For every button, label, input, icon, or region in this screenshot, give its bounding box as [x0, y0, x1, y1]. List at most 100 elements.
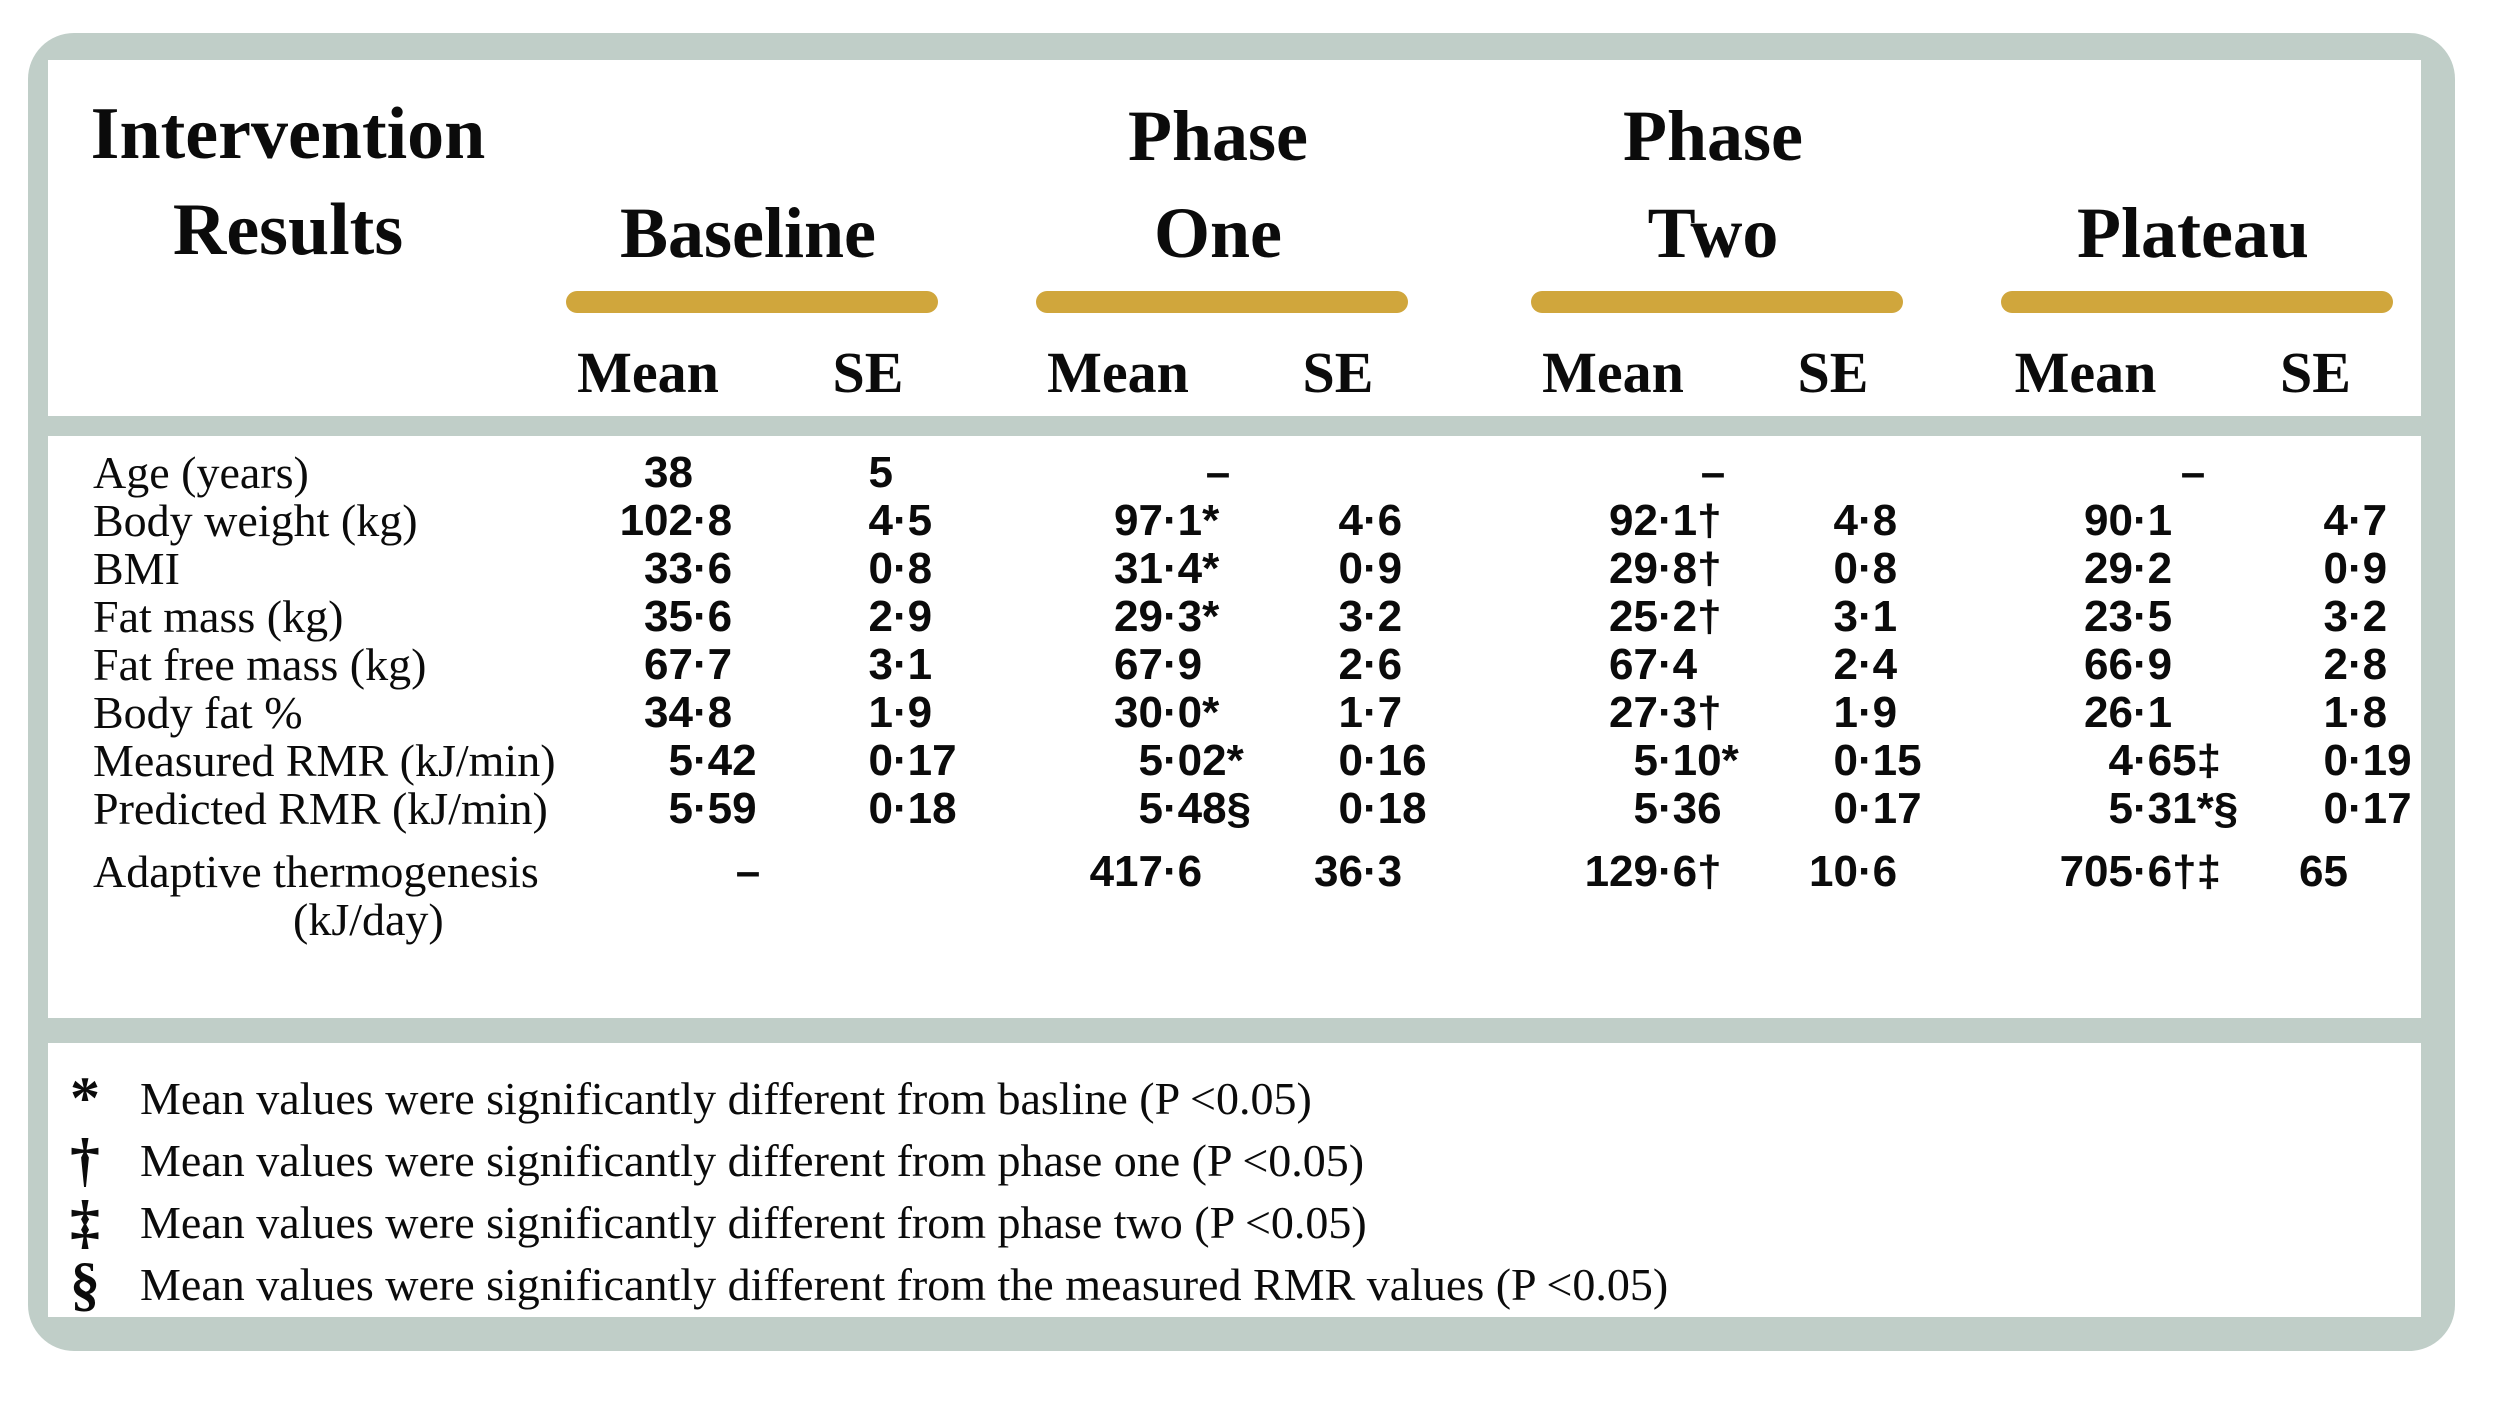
missing-value-dash: –: [1700, 448, 1726, 497]
mean-value: 5·59: [668, 784, 757, 833]
se-value: 0·8: [1833, 544, 1898, 593]
mean-value: 5·10*: [1633, 736, 1739, 785]
table-row: Predicted RMR (kJ/min) 5·59 0·18 5·48§ 0·18 5…: [48, 783, 2421, 834]
group-header-line: Phase: [1623, 96, 1803, 177]
gold-underline-phase-two: [1531, 291, 1903, 313]
table-row: Body weight (kg) 102·8 4·5 97·1* 4·6 92·1† 4·8…: [48, 496, 2421, 545]
se-value: 10·6: [1809, 847, 1898, 896]
se-value: 3·2: [2323, 592, 2388, 641]
footnote-text: Mean values were significantly different…: [140, 1134, 1365, 1186]
mean-value: 23·5: [2084, 592, 2173, 641]
double-dagger-symbol: ‡: [70, 1188, 100, 1255]
table-row: Age (years) 38 5 – – –: [48, 447, 2421, 498]
gold-underline-plateau: [2001, 291, 2393, 313]
mean-value: 66·9: [2084, 640, 2173, 689]
group-header-baseline: Baseline: [528, 60, 968, 285]
row-label: Predicted RMR (kJ/min): [93, 783, 548, 834]
mean-value: 26·1: [2084, 688, 2173, 737]
se-value: 4·7: [2323, 496, 2388, 545]
mean-value: 29·3*: [1114, 592, 1220, 641]
table-title-line1: Intervention: [90, 93, 486, 175]
mean-value: 67·7: [644, 640, 733, 689]
group-header-line: Phase: [1128, 96, 1308, 177]
group-header-line: Baseline: [619, 192, 876, 273]
se-value: 1·9: [1833, 688, 1898, 737]
row-label: Fat mass (kg): [93, 591, 344, 642]
row-label: BMI: [93, 543, 180, 594]
gold-underline-phase-one: [1036, 291, 1408, 313]
se-value: 36·3: [1314, 847, 1403, 896]
gold-underline-baseline: [566, 291, 938, 313]
group-header-line: Plateau: [2077, 192, 2309, 273]
header-grid: Intervention Results Baseline Phase One …: [48, 60, 2421, 416]
missing-value-dash: –: [1205, 448, 1231, 497]
se-value: 4·8: [1833, 496, 1898, 545]
footnote-dagger: † Mean values were significantly differe…: [48, 1127, 2421, 1193]
subheader-mean-phase-two: Mean: [1542, 340, 1684, 405]
header-panel: Intervention Results Baseline Phase One …: [48, 60, 2421, 416]
se-value: 0·9: [2323, 544, 2388, 593]
se-value: 3·1: [868, 640, 933, 689]
table-row: Fat free mass (kg) 67·7 3·1 67·9 2·6 67·4 2·4 6…: [48, 639, 2421, 690]
subheader-se-baseline: SE: [832, 340, 904, 405]
se-value: 0·18: [1338, 784, 1427, 833]
mean-value: 27·3†: [1609, 688, 1722, 737]
table-row: BMI 33·6 0·8 31·4* 0·9 29·8† 0·8 29·2 0·9: [48, 543, 2421, 594]
mean-value: 33·6: [644, 544, 733, 593]
row-label: Age (years): [93, 447, 309, 498]
se-value: 1·9: [868, 688, 933, 737]
mean-value: 67·9: [1114, 640, 1203, 689]
se-value: 2·4: [1833, 640, 1898, 689]
table-row: Fat mass (kg) 35·6 2·9 29·3* 3·2 25·2† 3·1 23·5…: [48, 591, 2421, 642]
se-value: 2·8: [2323, 640, 2388, 689]
group-header-line: One: [1153, 192, 1282, 273]
subheader-se-plateau: SE: [2280, 340, 2351, 405]
se-value: 4·6: [1338, 496, 1403, 545]
se-value: 2·9: [868, 592, 933, 641]
se-value: 0·17: [1833, 784, 1922, 833]
mean-value: 129·6†: [1584, 847, 1722, 896]
mean-value: 102·8: [619, 496, 733, 545]
se-value: 0·8: [868, 544, 933, 593]
footnote-double-dagger: ‡ Mean values were significantly differe…: [48, 1189, 2421, 1255]
se-value: 2·6: [1338, 640, 1403, 689]
mean-value: 90·1: [2084, 496, 2173, 545]
table-body: Age (years) 38 5 – – – Body weight (kg) 102·8 4 ·…: [48, 436, 2421, 1018]
table-row: Adaptive thermogenesis (kJ/day) – 417·6 36·3…: [48, 848, 2421, 960]
mean-value: 5·02*: [1138, 736, 1244, 785]
mean-value: 705·6†‡: [2059, 847, 2222, 896]
subheader-mean-baseline: Mean: [577, 340, 719, 405]
se-value: 0·17: [2323, 784, 2412, 833]
se-value: 0·9: [1338, 544, 1403, 593]
mean-value: 97·1*: [1114, 496, 1220, 545]
missing-value-dash: –: [735, 847, 761, 896]
footnote-asterisk: * Mean values were significantly differe…: [48, 1065, 2421, 1131]
row-label: Measured RMR (kJ/min): [93, 735, 556, 786]
table-row: Measured RMR (kJ/min) 5·42 0·17 5·02* 0·16 5 ·…: [48, 735, 2421, 786]
se-value: 0·15: [1833, 736, 1922, 785]
table-row: Body fat % 34·8 1·9 30·0* 1·7 27·3† 1·9 26·1 1·8: [48, 688, 2421, 737]
footnote-text: Mean values were significantly different…: [140, 1196, 1367, 1248]
subheader-mean-plateau: Mean: [2014, 340, 2157, 405]
se-value: 65: [2299, 847, 2348, 896]
table-card-frame: Intervention Results Baseline Phase One …: [28, 33, 2455, 1351]
mean-value: 92·1†: [1609, 496, 1722, 545]
mean-value: 417·6: [1089, 847, 1203, 896]
table-title-line2: Results: [172, 189, 404, 272]
footnote-text: Mean values were significantly different…: [140, 1258, 1669, 1310]
mean-value: 29·2: [2084, 544, 2173, 593]
group-header-line: Two: [1647, 192, 1779, 273]
dagger-symbol: †: [70, 1126, 100, 1193]
subheader-se-phase-one: SE: [1302, 340, 1374, 405]
row-label: Fat free mass (kg): [93, 639, 427, 690]
se-value: 1·8: [2323, 688, 2388, 737]
footnote-text: Mean values were significantly different…: [140, 1072, 1312, 1124]
subheader-mean-phase-one: Mean: [1047, 340, 1189, 405]
mean-value: 25·2†: [1609, 592, 1722, 641]
mean-value: 31·4*: [1114, 544, 1220, 593]
mean-value: 67·4: [1609, 640, 1698, 689]
mean-value: 5·42: [668, 736, 757, 785]
mean-value: 29·8†: [1609, 544, 1722, 593]
mean-value: 5·48§: [1138, 784, 1252, 833]
row-label: Adaptive thermogenesis (kJ/day): [93, 846, 539, 945]
